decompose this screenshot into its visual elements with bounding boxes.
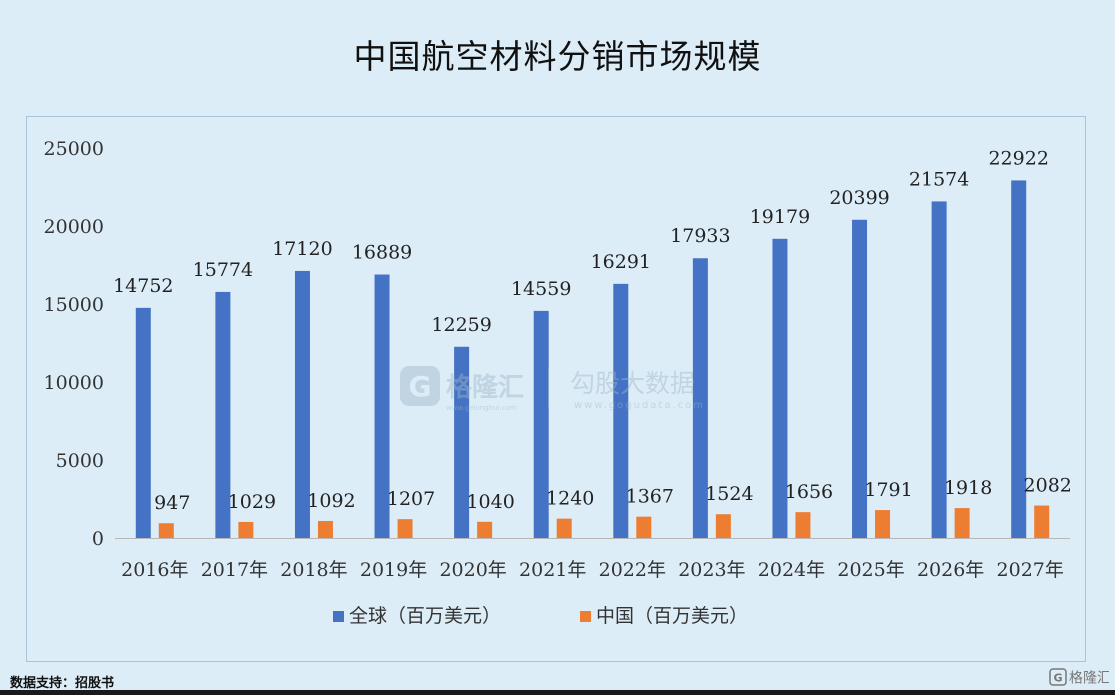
- source-note: 数据支持：招股书: [10, 676, 115, 691]
- y-tick-label: 10000: [44, 372, 104, 394]
- bar-china: [238, 521, 254, 538]
- bar-china: [158, 523, 174, 538]
- data-label-global: 17120: [272, 238, 332, 260]
- data-label-china: 1791: [864, 479, 912, 501]
- bar-global: [294, 270, 310, 538]
- x-tick-label: 2026年: [917, 559, 984, 581]
- legend-swatch: [333, 611, 344, 622]
- data-label-global: 14752: [113, 275, 173, 297]
- gelonghui-logo-icon: G: [400, 366, 440, 406]
- data-label-global: 12259: [431, 314, 491, 336]
- data-label-china: 1918: [944, 477, 992, 499]
- data-label-global: 15774: [193, 259, 253, 281]
- bar-global: [135, 307, 151, 538]
- bar-china: [397, 519, 413, 538]
- data-label-china: 1029: [228, 491, 276, 513]
- plot-frame: [26, 116, 1086, 662]
- bar-china: [1034, 505, 1050, 538]
- bar-global: [533, 310, 549, 538]
- data-label-china: 1092: [307, 490, 355, 512]
- data-label-china: 1040: [466, 491, 514, 513]
- bar-global: [215, 291, 231, 538]
- y-tick-label: 5000: [56, 450, 104, 472]
- x-tick-label: 2016年: [121, 559, 188, 581]
- x-tick-label: 2021年: [519, 559, 586, 581]
- bar-china: [795, 512, 811, 538]
- bar-global: [852, 219, 868, 538]
- chart-title: 中国航空材料分销市场规模: [353, 37, 762, 76]
- x-tick-label: 2019年: [360, 559, 427, 581]
- legend-label: 全球（百万美元）: [349, 605, 501, 627]
- data-label-china: 2082: [1024, 475, 1072, 497]
- x-tick-label: 2017年: [201, 559, 268, 581]
- x-tick-label: 2025年: [837, 559, 904, 581]
- x-tick-label: 2024年: [758, 559, 825, 581]
- data-label-china: 947: [154, 492, 190, 514]
- bar-china: [954, 508, 970, 538]
- watermark-brand-url: www.gelonghui.com: [446, 404, 517, 412]
- y-tick-label: 25000: [44, 138, 104, 160]
- data-label-global: 16889: [352, 242, 412, 264]
- data-label-global: 17933: [670, 225, 730, 247]
- bar-global: [692, 258, 708, 538]
- bar-global: [1011, 180, 1027, 538]
- watermark-brand: 格隆汇: [446, 372, 524, 403]
- svg-text:G: G: [1053, 672, 1062, 685]
- svg-text:G: G: [409, 370, 432, 403]
- data-label-global: 22922: [988, 147, 1048, 169]
- x-tick-label: 2018年: [280, 559, 347, 581]
- legend-label: 中国（百万美元）: [596, 605, 748, 627]
- data-label-china: 1207: [387, 488, 435, 510]
- y-tick-label: 15000: [44, 294, 104, 316]
- data-label-global: 19179: [750, 206, 810, 228]
- bar-china: [556, 518, 572, 538]
- bar-china: [477, 521, 493, 538]
- bar-global: [772, 238, 788, 538]
- bar-china: [715, 514, 731, 538]
- data-label-china: 1367: [626, 486, 674, 508]
- bar-global: [613, 283, 629, 538]
- data-label-global: 14559: [511, 278, 571, 300]
- corner-logo-text: 格隆汇: [1069, 671, 1109, 687]
- x-tick-label: 2022年: [599, 559, 666, 581]
- data-label-china: 1524: [705, 483, 753, 505]
- bar-global: [374, 274, 390, 538]
- bar-china: [875, 510, 891, 538]
- bar-china: [636, 516, 652, 538]
- watermark-partner-url: www.gogudata.com: [574, 400, 705, 411]
- y-tick-label: 20000: [44, 216, 104, 238]
- bar-global: [454, 346, 470, 538]
- data-label-global: 16291: [591, 251, 651, 273]
- watermark-partner: 勾股大数据: [570, 369, 695, 398]
- x-tick-label: 2020年: [439, 559, 506, 581]
- data-label-global: 20399: [829, 187, 889, 209]
- bar-global: [931, 201, 947, 538]
- y-tick-label: 0: [92, 528, 104, 550]
- data-label-china: 1240: [546, 488, 594, 510]
- data-label-global: 21574: [909, 168, 969, 190]
- x-tick-label: 2027年: [997, 559, 1064, 581]
- x-tick-label: 2023年: [678, 559, 745, 581]
- watermark: G 格隆汇 www.gelonghui.com 勾股大数据 www.goguda…: [400, 366, 705, 412]
- corner-logo: G 格隆汇: [1049, 668, 1109, 687]
- bottom-bar: [0, 690, 1115, 695]
- data-label-china: 1656: [785, 481, 833, 503]
- legend-swatch: [580, 611, 591, 622]
- bar-china: [317, 520, 333, 538]
